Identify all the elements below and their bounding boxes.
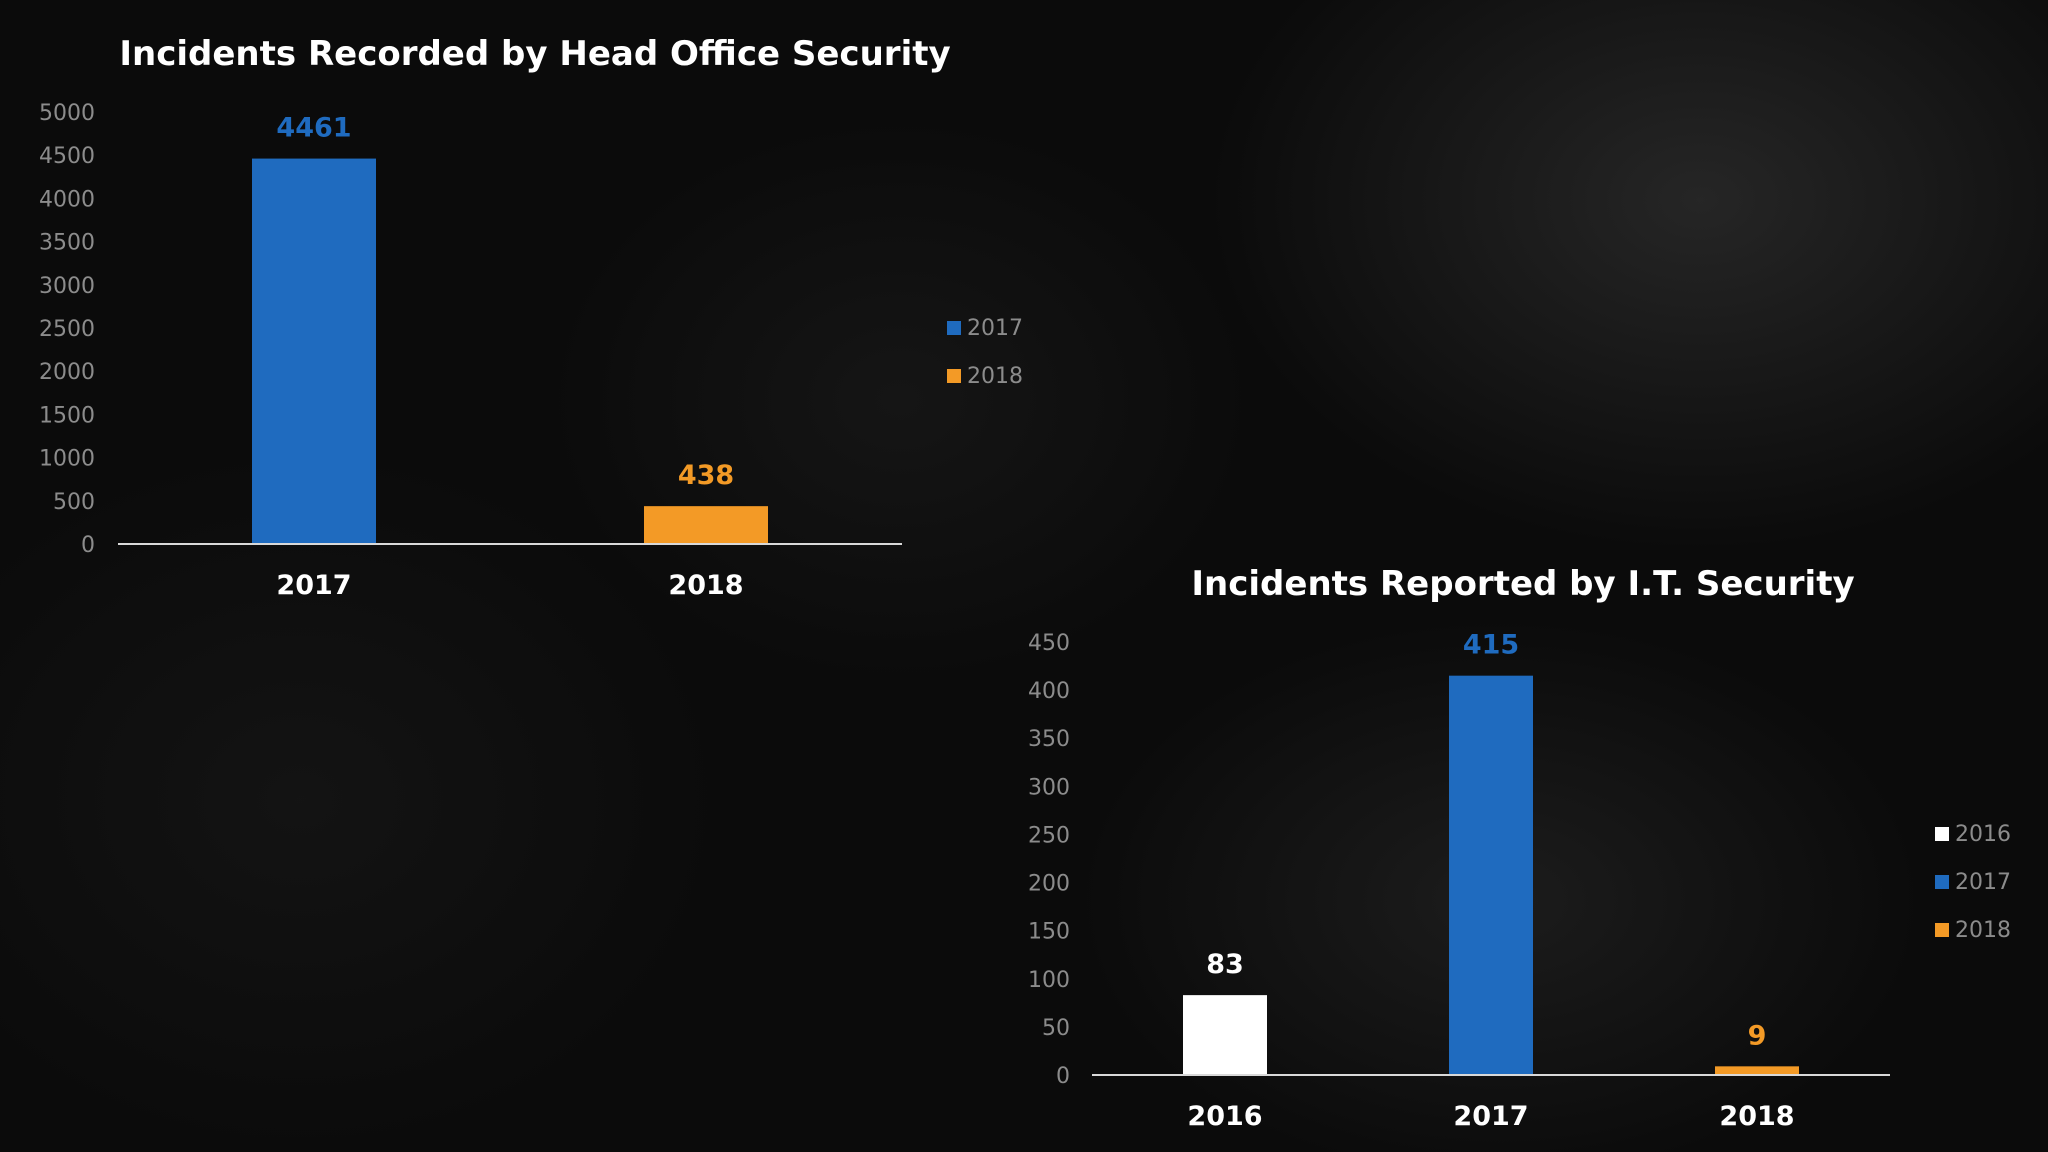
chart-title-it-security: Incidents Reported by I.T. Security	[1191, 564, 1854, 604]
y-tick-label: 4000	[39, 187, 95, 212]
data-label-2016: 83	[1206, 949, 1244, 980]
y-tick-label: 250	[1028, 823, 1070, 848]
legend-label-2017: 2017	[1955, 870, 2011, 895]
y-tick-label: 200	[1028, 872, 1070, 897]
category-label-2018: 2018	[1719, 1101, 1794, 1132]
legend-swatch-2016	[1935, 827, 1949, 841]
y-tick-label: 350	[1028, 727, 1070, 752]
data-label-2017: 4461	[276, 113, 351, 144]
bars	[252, 158, 768, 545]
legend-swatch-2017	[1935, 875, 1949, 889]
y-tick-label: 4500	[39, 144, 95, 169]
category-label-2018: 2018	[668, 570, 743, 601]
y-tick-label: 1000	[39, 447, 95, 472]
chart-it-security: Incidents Reported by I.T. Security 0 50 1…	[1028, 564, 2011, 1132]
y-tick-label: 0	[1056, 1064, 1070, 1089]
data-label-2017: 415	[1463, 630, 1519, 661]
data-label-2018: 438	[678, 460, 734, 491]
bar-2018	[644, 506, 768, 544]
y-tick-label: 450	[1028, 631, 1070, 656]
y-tick-label: 5000	[39, 101, 95, 126]
legend-swatch-2017	[947, 321, 961, 335]
chart-head-office: Incidents Recorded by Head Office Securi…	[39, 34, 1023, 601]
bar-2016	[1183, 995, 1267, 1075]
legend: 2017 2018	[947, 316, 1023, 389]
data-label-2018: 9	[1748, 1020, 1767, 1051]
y-tick-label: 500	[53, 490, 95, 515]
y-axis-ticks: 0 50 100 150 200 250 300 350 400 450	[1028, 631, 1070, 1089]
y-tick-label: 300	[1028, 775, 1070, 800]
bar-2017	[1449, 675, 1533, 1075]
legend-swatch-2018	[1935, 923, 1949, 937]
legend: 2016 2017 2018	[1935, 822, 2011, 943]
chart-title-head-office: Incidents Recorded by Head Office Securi…	[119, 34, 950, 74]
y-tick-label: 2500	[39, 317, 95, 342]
y-tick-label: 2000	[39, 360, 95, 385]
data-labels: 83 415 9	[1206, 630, 1766, 1052]
category-labels: 2017 2018	[276, 570, 743, 601]
legend-label-2018: 2018	[967, 364, 1023, 389]
y-tick-label: 150	[1028, 920, 1070, 945]
legend-label-2018: 2018	[1955, 918, 2011, 943]
bar-2017	[252, 158, 376, 545]
bars	[1183, 675, 1799, 1075]
bar-2018	[1715, 1066, 1799, 1075]
y-tick-label: 400	[1028, 679, 1070, 704]
y-tick-label: 3000	[39, 274, 95, 299]
category-label-2016: 2016	[1187, 1101, 1262, 1132]
y-tick-label: 0	[81, 533, 95, 558]
y-axis-ticks: 0 500 1000 1500 2000 2500 3000 3500 4000 4500 5000	[39, 101, 95, 558]
data-labels: 4461 438	[276, 113, 734, 492]
y-tick-label: 1500	[39, 403, 95, 428]
category-label-2017: 2017	[1453, 1101, 1528, 1132]
legend-label-2017: 2017	[967, 316, 1023, 341]
legend-swatch-2018	[947, 369, 961, 383]
y-tick-label: 50	[1042, 1016, 1070, 1041]
legend-label-2016: 2016	[1955, 822, 2011, 847]
category-labels: 2016 2017 2018	[1187, 1101, 1794, 1132]
y-tick-label: 3500	[39, 231, 95, 256]
category-label-2017: 2017	[276, 570, 351, 601]
y-tick-label: 100	[1028, 968, 1070, 993]
